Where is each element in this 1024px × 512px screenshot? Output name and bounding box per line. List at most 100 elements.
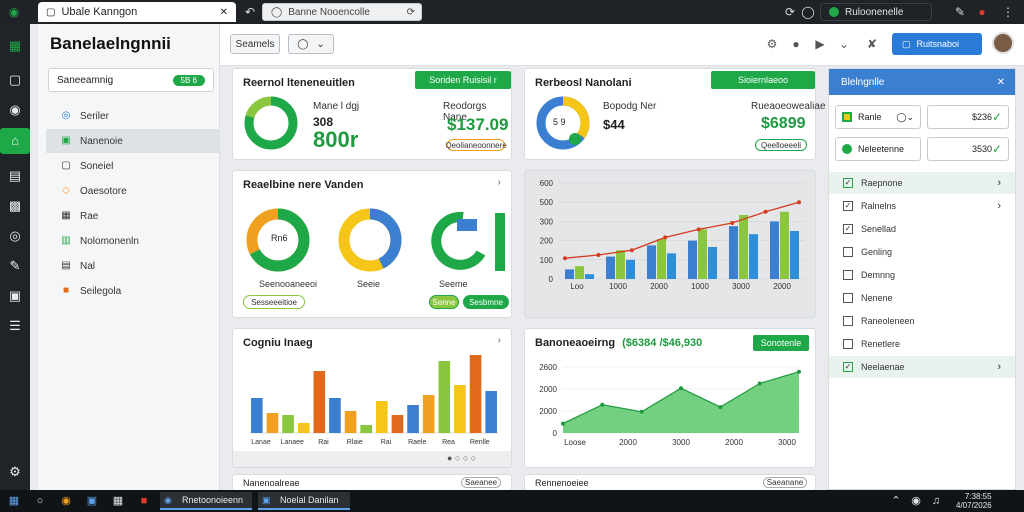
wifi-icon[interactable]: ◉: [911, 495, 921, 507]
profile-chip[interactable]: Ruloonenelle: [820, 3, 932, 21]
close-icon[interactable]: ✕: [996, 76, 1005, 88]
globe-icon[interactable]: ◎: [9, 228, 21, 243]
bookmark-rail-icon[interactable]: ▩: [8, 198, 22, 213]
taskbar-app-2[interactable]: ▣ Noelal Danilan: [258, 492, 350, 510]
chevron-right-icon[interactable]: ›: [997, 361, 1001, 373]
clock-time: 7:38:55: [964, 492, 992, 501]
checklist-row[interactable]: ✓ Ralnelns ›: [829, 195, 1015, 217]
bar: [360, 425, 372, 433]
checkbox[interactable]: [843, 339, 853, 349]
close-tab-icon[interactable]: ✕: [219, 6, 228, 18]
dashboard-icon[interactable]: ⌂: [0, 128, 30, 154]
checkbox[interactable]: [843, 247, 853, 257]
sidebar-item[interactable]: ▥ Nolomonenln: [46, 229, 220, 253]
url-bar[interactable]: ◯ Banne Nooencolle ⟳: [262, 3, 422, 21]
checklist-row[interactable]: Genling: [829, 241, 1015, 263]
mail-icon[interactable]: ■: [140, 495, 148, 507]
donut-arc: [338, 208, 402, 272]
sidebar-item[interactable]: ◎ Seriler: [46, 104, 220, 128]
settings-icon[interactable]: ⋮: [1002, 5, 1014, 19]
x-tick-label: 1000: [609, 282, 627, 291]
checkbox[interactable]: [843, 270, 853, 280]
sidebar-item[interactable]: ◇ Oaesotore: [46, 179, 220, 203]
sidebar-item[interactable]: ■ Seilegola: [46, 279, 220, 303]
image-icon[interactable]: ▣: [8, 288, 22, 303]
network-icon[interactable]: ⌃: [891, 495, 901, 507]
breakdown-pill-1[interactable]: Sesseeeitioe: [243, 295, 305, 309]
sidebar-item[interactable]: ▤ Nal: [46, 254, 220, 278]
checkbox[interactable]: ✓: [843, 224, 853, 234]
balance-card-tag[interactable]: Sioiernlaeoo: [711, 71, 815, 89]
checklist-row[interactable]: Demnng: [829, 264, 1015, 286]
play-icon[interactable]: ▶: [815, 37, 825, 51]
browser-tab[interactable]: ▢ Ubale Kanngon ✕: [38, 2, 236, 22]
taskbar-app-1[interactable]: ◉ Rnetoonoieenn: [160, 492, 252, 510]
breakdown-chevron-icon[interactable]: ›: [497, 177, 501, 188]
layers-icon[interactable]: ☰: [9, 318, 21, 333]
balance-left-label: Bopodg Ner: [603, 101, 657, 112]
search-icon[interactable]: ○: [36, 495, 44, 507]
toggle-button[interactable]: ◯ ⌄: [288, 34, 334, 54]
edit-icon[interactable]: ✎: [9, 258, 21, 273]
checkbox[interactable]: [843, 293, 853, 303]
checkbox[interactable]: ✓: [843, 362, 853, 372]
home-icon[interactable]: ▦: [8, 38, 22, 53]
value-field-2[interactable]: 3530 ✓: [927, 137, 1009, 161]
checklist-row[interactable]: ✓ Senellad: [829, 218, 1015, 240]
more-icon[interactable]: ⌄: [838, 37, 850, 51]
sync-button[interactable]: ▢ Ruitsnaboi: [892, 33, 982, 55]
app-logo-icon[interactable]: ◉: [8, 5, 20, 19]
category-chevron-icon[interactable]: ›: [497, 335, 501, 346]
refresh-icon[interactable]: ⟳: [406, 6, 415, 18]
value-field-1[interactable]: $236 ✓: [927, 105, 1009, 129]
start-icon[interactable]: ▦: [8, 495, 20, 507]
checkbox[interactable]: ✓: [843, 201, 853, 211]
chevron-right-icon[interactable]: ›: [997, 200, 1001, 212]
balance-pill[interactable]: Qeelloeeeli: [755, 139, 807, 151]
sidebar-item[interactable]: ▣ Nanenoie: [46, 129, 220, 153]
volume-icon[interactable]: ♫: [931, 495, 941, 507]
pagination-bar: ● ○ ○ ○: [233, 451, 511, 467]
breakdown-pill-3[interactable]: Sesbmne: [463, 295, 509, 309]
revenue-pill[interactable]: Qeolianeoonnere: [445, 139, 507, 151]
breakdown-pill-2[interactable]: Senne: [429, 295, 459, 309]
filter-select[interactable]: Ranle ◯⌄: [835, 105, 921, 129]
avatar[interactable]: [992, 32, 1014, 54]
window-icon[interactable]: ▢: [8, 72, 22, 87]
info-icon[interactable]: ◯: [801, 5, 815, 19]
checklist-row[interactable]: Renetlere: [829, 333, 1015, 355]
search-field[interactable]: Saneeamnig 5B 6: [48, 68, 214, 92]
sidebar-item[interactable]: ▢ Soneiel: [46, 154, 220, 178]
checklist-row[interactable]: ✓ Neelaenae ›: [829, 356, 1015, 378]
notification-icon[interactable]: ●: [978, 5, 986, 19]
bar-line-chart-card: 600 500 300 200 100 0 Loo 1000 2000 1000 3000 2000: [524, 170, 816, 318]
peek-card-1-pill[interactable]: Saeanee: [461, 477, 501, 488]
checkbox[interactable]: ✓: [843, 178, 853, 188]
compass-icon[interactable]: ◉: [9, 102, 21, 117]
calendar-icon[interactable]: ▦: [112, 495, 124, 507]
chevron-right-icon[interactable]: ›: [997, 177, 1001, 189]
history-icon[interactable]: ⟳: [784, 5, 796, 19]
status-select[interactable]: Neleetenne: [835, 137, 921, 161]
chrome-icon[interactable]: ◉: [61, 495, 71, 507]
clock[interactable]: 7:38:55 4/07/2026: [956, 492, 992, 510]
checkbox[interactable]: [843, 316, 853, 326]
area-chart-tag[interactable]: Sonotenle: [753, 335, 809, 351]
revenue-card-tag[interactable]: Soriden Ruisisil r: [415, 71, 511, 89]
sidebar-item[interactable]: ▦ Rae: [46, 204, 220, 228]
peek-card-2-pill[interactable]: Saeanane: [763, 477, 807, 488]
puzzle-icon[interactable]: ⚙: [766, 37, 778, 51]
bookmark-icon[interactable]: ✎: [954, 5, 966, 19]
pagination-dots-icon[interactable]: ● ○ ○ ○: [447, 453, 477, 463]
checklist-row[interactable]: Raneoleneen: [829, 310, 1015, 332]
segment-button[interactable]: Seamels: [230, 34, 280, 54]
files-icon[interactable]: ▣: [86, 495, 98, 507]
sidebar-item-label: Oaesotore: [80, 185, 127, 197]
gear-icon[interactable]: ⚙: [9, 464, 21, 479]
back-icon[interactable]: ↶: [244, 5, 256, 19]
list-icon[interactable]: ▤: [8, 168, 22, 183]
checklist-row[interactable]: ✓ Raepnone ›: [829, 172, 1015, 194]
clock-icon[interactable]: ●: [792, 37, 800, 51]
tools-icon[interactable]: ✘: [866, 37, 878, 51]
checklist-row[interactable]: Nenene: [829, 287, 1015, 309]
